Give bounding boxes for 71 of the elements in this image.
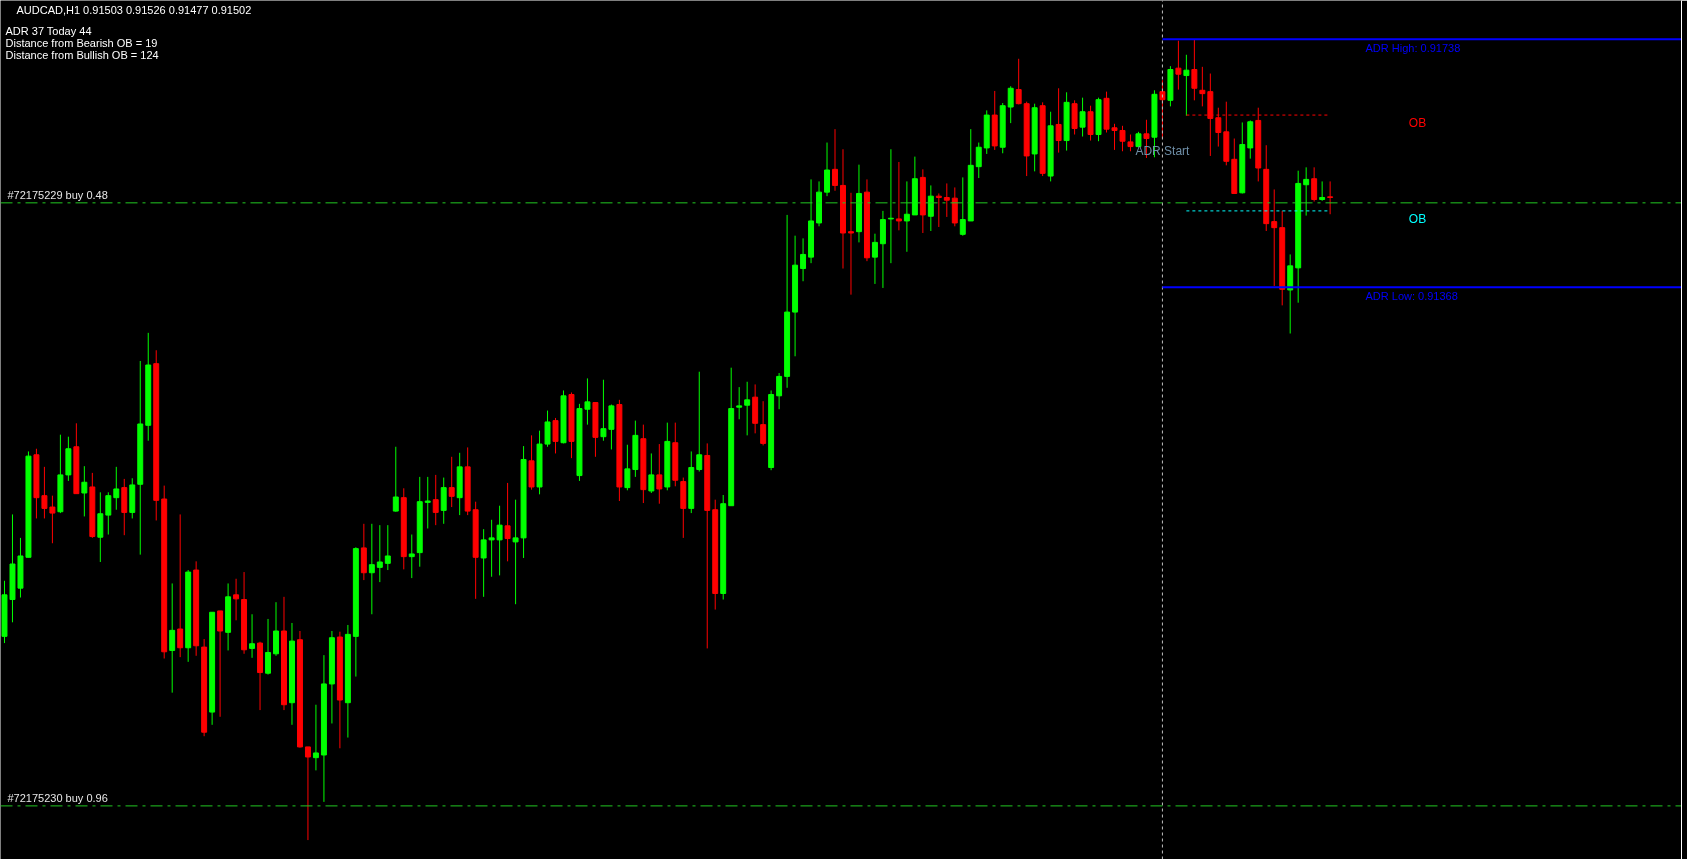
candlestick xyxy=(233,578,240,621)
candlestick xyxy=(97,491,104,563)
candlestick xyxy=(848,192,854,296)
candlestick xyxy=(440,477,447,525)
candlestick xyxy=(1271,188,1278,287)
ref-line-label: OB xyxy=(1408,211,1427,226)
candlestick xyxy=(760,400,767,446)
candlestick xyxy=(304,746,311,841)
ref-line-label: #72175229 buy 0.48 xyxy=(7,188,108,201)
candlestick xyxy=(105,491,112,536)
chart-title: AUDCAD,H1 0.91503 0.91526 0.91477 0.91502 xyxy=(16,3,252,16)
candlestick xyxy=(696,371,703,473)
candlestick xyxy=(448,456,455,508)
candlestick xyxy=(927,184,934,232)
candlestick xyxy=(169,582,176,694)
candlestick xyxy=(424,476,431,529)
candlestick xyxy=(824,142,830,197)
candlestick xyxy=(648,452,655,494)
candlestick xyxy=(1183,54,1190,117)
candlestick xyxy=(656,443,663,505)
candlestick xyxy=(217,610,224,718)
candlestick xyxy=(368,523,375,615)
candlestick xyxy=(432,474,439,526)
candlestick xyxy=(113,466,120,511)
annotation: Distance from Bearish OB = 19 xyxy=(5,36,158,49)
candlestick xyxy=(408,534,415,579)
candlestick xyxy=(943,182,950,218)
candlestick xyxy=(832,128,838,192)
candlestick xyxy=(1191,38,1198,101)
candlestick xyxy=(1079,97,1086,138)
candlestick xyxy=(480,528,487,598)
candlestick xyxy=(1303,166,1310,217)
candlestick xyxy=(736,386,743,420)
candlestick xyxy=(1199,66,1206,107)
candlestick xyxy=(504,482,511,562)
candlestick xyxy=(177,513,184,658)
candlestick xyxy=(1007,85,1014,124)
candlestick xyxy=(312,704,319,771)
candlestick xyxy=(1175,40,1182,91)
candlestick xyxy=(1319,180,1326,202)
candlestick xyxy=(744,381,751,436)
candlestick xyxy=(1327,180,1334,215)
candlestick xyxy=(800,237,807,282)
candlestick xyxy=(1015,58,1022,105)
ref-line-label: ADR Low: 0.91368 xyxy=(1365,290,1458,303)
candlestick xyxy=(1087,105,1094,142)
candlestick xyxy=(265,618,271,676)
ref-line-label: OB xyxy=(1408,116,1427,131)
candlestick xyxy=(871,233,878,285)
candlestick xyxy=(959,176,966,237)
candlestick xyxy=(895,161,902,231)
candlestick xyxy=(887,148,894,264)
candlestick xyxy=(273,601,279,657)
ref-line-label: ADR High: 0.91738 xyxy=(1365,42,1461,55)
candlestick xyxy=(81,465,88,517)
annotation: ADR 37 Today 44 xyxy=(5,24,92,37)
candlestick xyxy=(776,372,783,410)
candlestick xyxy=(935,192,942,228)
annotation: Distance from Bullish OB = 124 xyxy=(5,48,159,61)
candlestick xyxy=(376,524,383,583)
candlestick xyxy=(975,142,982,179)
candlestick xyxy=(903,180,910,253)
candlestick xyxy=(552,417,559,454)
ref-line-label: #72175230 buy 0.96 xyxy=(7,791,108,804)
candlestick xyxy=(384,524,391,571)
candlestick xyxy=(249,613,256,659)
candlestick xyxy=(1311,166,1318,203)
candlestick xyxy=(544,410,551,448)
candlestick xyxy=(512,499,519,605)
candlestick xyxy=(1055,87,1062,154)
candlestick xyxy=(392,446,399,513)
